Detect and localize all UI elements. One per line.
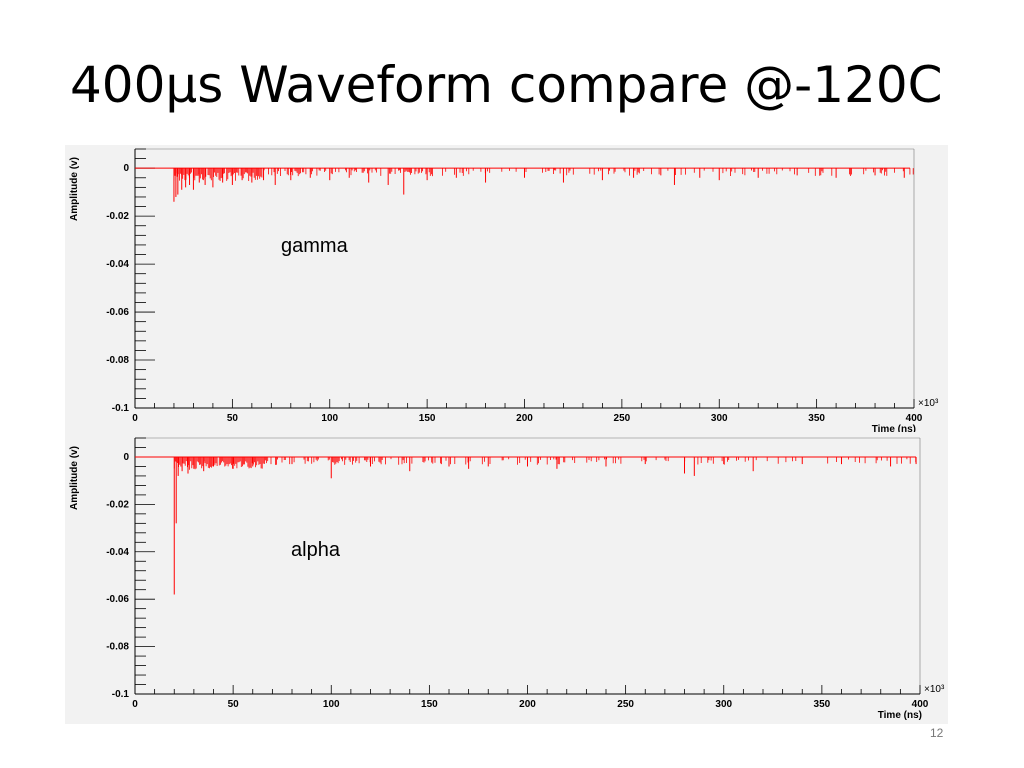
plot1-y-tick-label: -0.08	[106, 642, 129, 653]
plot0-x-tick-label: 50	[227, 413, 239, 424]
plot0-y-tick-label: -0.06	[106, 307, 129, 318]
plot1-x-tick-label: 50	[228, 699, 240, 710]
plot1-x-tick-label: 0	[132, 699, 138, 710]
plot1-y-tick-label: 0	[123, 452, 129, 463]
plot0-y-tick-label: -0.1	[112, 403, 130, 414]
plot0-x-tick-label: 100	[321, 413, 338, 424]
plot1-y-tick-label: -0.1	[112, 689, 130, 700]
plot0-y-tick-label: -0.02	[106, 211, 129, 222]
plot1-x-axis-label: Time (ns)	[878, 710, 922, 721]
plot1-waveform-noise	[173, 456, 917, 470]
plot0-x-tick-label: 300	[711, 413, 728, 424]
plot0-x-tick-label: 150	[419, 413, 436, 424]
plot1-y-axis-label: Amplitude (v)	[69, 446, 80, 510]
plot1-y-tick-label: -0.06	[106, 594, 129, 605]
plot1-x-tick-label: 200	[519, 699, 536, 710]
plot0-waveform-noise	[173, 168, 914, 181]
gamma-plot-svg: 0 50 100 150 200 250 300 350 400 0 -0.02 -0.04 -0.06…	[69, 148, 939, 435]
alpha-inset-label: alpha	[291, 539, 340, 561]
plot0-y-tick-label: 0	[123, 163, 129, 174]
plot0-x-tick-label: 400	[906, 413, 923, 424]
alpha-plot-svg: 0 50 100 150 200 250 300 350 400 0 -0.02 -0.04 -0.06…	[69, 437, 945, 721]
plot1-y-tick-label: -0.02	[106, 499, 129, 510]
plot0-y-tick-label: -0.08	[106, 355, 129, 366]
plot1-x-tick-label: 250	[617, 699, 634, 710]
plot0-x-tick-label: 350	[808, 413, 825, 424]
plot1-x-multiplier: ×10³	[924, 684, 945, 695]
plot0-y-tick-label: -0.04	[106, 259, 129, 270]
plot1-x-tick-label: 150	[421, 699, 438, 710]
plot0-x-axis-label: Time (ns)	[872, 424, 916, 435]
plot1-y-tick-label: -0.04	[106, 547, 129, 558]
slide-title: 400μs Waveform compare @-120C	[70, 56, 943, 114]
plot0-x-multiplier: ×10³	[918, 398, 939, 409]
gamma-waveform-plot: 0 50 100 150 200 250 300 350 400 0 -0.02 -0.04 -0.06…	[65, 145, 948, 435]
plot1-x-tick-label: 300	[715, 699, 732, 710]
page-number: 12	[930, 726, 944, 740]
plot0-x-tick-label: 200	[516, 413, 533, 424]
plot0-y-axis-label: Amplitude (v)	[69, 157, 80, 221]
plot0-x-tick-label: 250	[614, 413, 631, 424]
alpha-waveform-plot: 0 50 100 150 200 250 300 350 400 0 -0.02 -0.04 -0.06…	[65, 432, 948, 724]
plot0-x-tick-label: 0	[132, 413, 138, 424]
plot1-x-tick-label: 350	[814, 699, 831, 710]
plot1-x-tick-label: 400	[912, 699, 929, 710]
plot1-x-tick-label: 100	[323, 699, 340, 710]
gamma-inset-label: gamma	[281, 235, 348, 257]
